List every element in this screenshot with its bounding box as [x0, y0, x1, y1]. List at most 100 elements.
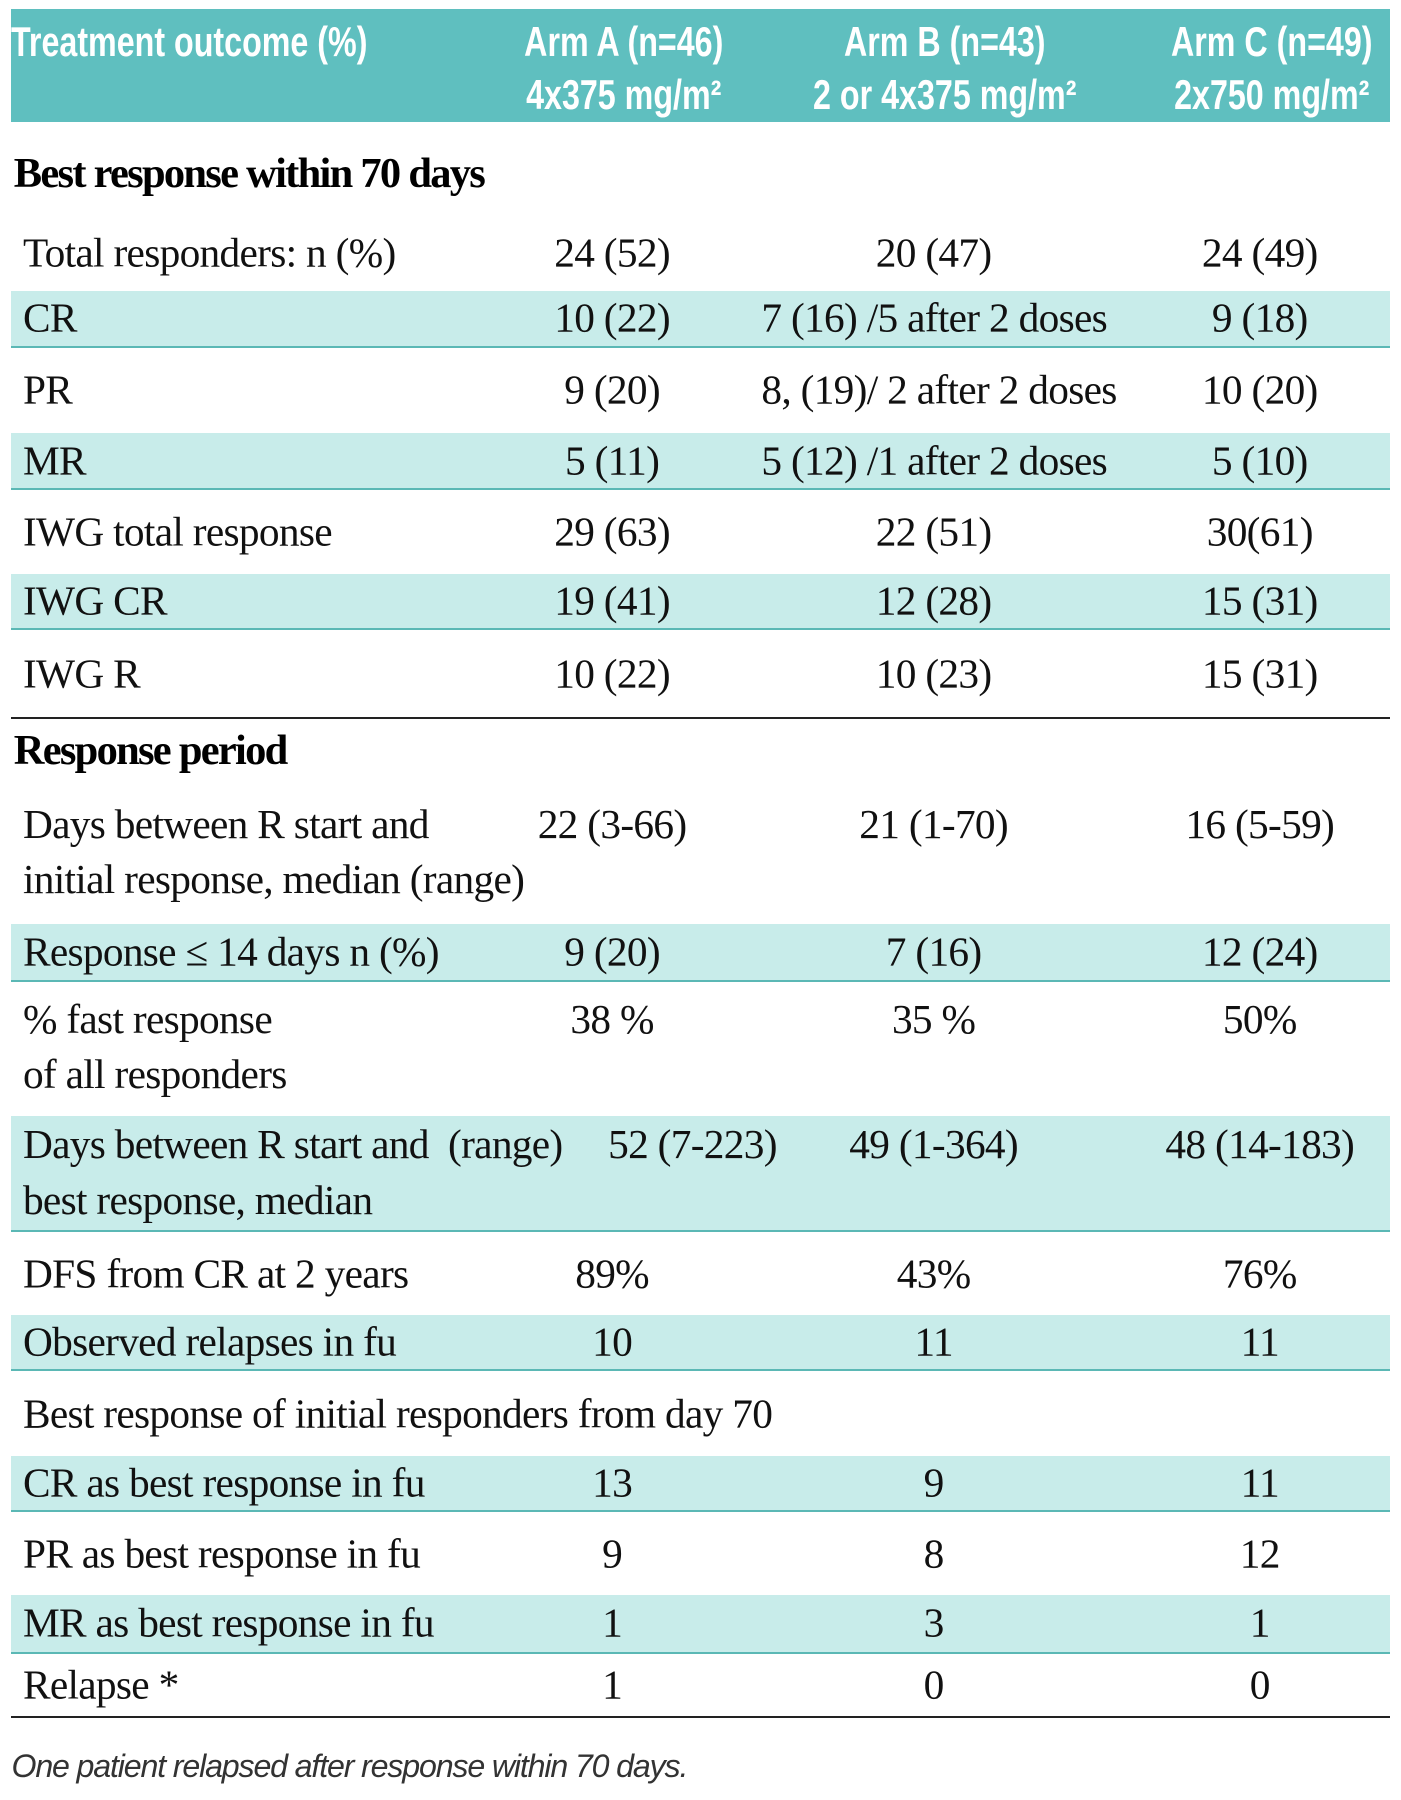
footnote: One patient relapsed after response with… [11, 1747, 688, 1784]
arm-b-value: 20 (47) [875, 229, 992, 276]
table-row: IWG CR 19 (41) 12 (28) 15 (31) [11, 574, 1390, 631]
table-row: Relapse * 1 0 0 [11, 1654, 1389, 1716]
table-row: CR 10 (22) 7 (16) /5 after 2 doses 9 (18) [11, 290, 1390, 348]
table-row: Best response of initial responders from… [11, 1371, 1389, 1456]
arm-b-value: 3 [923, 1599, 945, 1646]
arm-a-value: 22 (3-66) [537, 800, 687, 847]
table-row: CR as best response in fu 13 9 11 [11, 1456, 1390, 1513]
row-label: Best response of initial responders from… [22, 1390, 773, 1437]
row-label: PR as best response in fu [22, 1530, 421, 1577]
arm-b-value: 7 (16) [885, 928, 982, 975]
arm-a-value: 52 (7-223) [608, 1121, 777, 1168]
arm-b-value: 9 [923, 1459, 945, 1506]
row-label: CR [22, 294, 77, 341]
arm-c-value: 9 (18) [1211, 294, 1308, 341]
header-outcome: Treatment outcome (%) [11, 16, 468, 69]
arm-name: Arm B (n=43) [844, 19, 1046, 66]
row-label: DFS from CR at 2 years [22, 1249, 409, 1296]
table-row: Total responders: n (%) 24 (52) 20 (47) 24 … [11, 216, 1389, 291]
row-label: CR as best response in fu [22, 1459, 425, 1506]
arm-a-value: 29 (63) [554, 508, 670, 555]
row-label: Days between R start and (range) best re… [22, 1121, 563, 1223]
arm-b-value: 5 (12) /1 after 2 doses [761, 437, 1108, 484]
arm-a-value: 9 [602, 1530, 623, 1577]
table-row: Observed relapses in fu 10 11 11 [11, 1314, 1390, 1372]
arm-b-value: 43% [896, 1249, 971, 1296]
section-heading-best: Best response within 70 days [13, 150, 486, 198]
table-bottom-rule [11, 1715, 1390, 1718]
row-label: Response ≤ 14 days n (%) [22, 928, 440, 975]
table-row: MR 5 (11) 5 (12) /1 after 2 doses 5 (10) [11, 432, 1390, 491]
table-row: IWG total response 29 (63) 22 (51) 30(61) [11, 490, 1389, 574]
arm-c-value: 48 (14-183) [1165, 1121, 1355, 1168]
arm-a-value: 10 [592, 1318, 633, 1365]
arm-b-value: 7 (16) /5 after 2 doses [761, 294, 1108, 341]
arm-dose: 2x750 mg/m² [1173, 71, 1369, 118]
header-label: Treatment outcome (%) [11, 19, 368, 66]
arm-a-value: 38 % [570, 996, 654, 1043]
arm-c-value: 16 (5-59) [1185, 800, 1335, 847]
arm-c-value: 24 (49) [1201, 229, 1318, 276]
arm-b-value: 12 (28) [875, 577, 992, 624]
header-arm-a: Arm A (n=46) 4x375 mg/m² [440, 16, 807, 122]
row-label: IWG total response [22, 508, 333, 555]
table-row: Response ≤ 14 days n (%) 9 (20) 7 (16) 12 (… [11, 924, 1390, 982]
table-row: PR 9 (20) 8, (19)/ 2 after 2 doses 10 (20) [11, 348, 1389, 433]
header-arm-c: Arm C (n=49) 2x750 mg/m² [1088, 16, 1401, 122]
row-label: Total responders: n (%) [22, 229, 396, 276]
row-label: MR as best response in fu [22, 1599, 435, 1646]
arm-b-value: 22 (51) [875, 508, 992, 555]
row-label: PR [22, 366, 73, 413]
arm-a-value: 10 (22) [554, 294, 670, 341]
arm-name: Arm C (n=49) [1170, 19, 1373, 66]
table-header: Treatment outcome (%) Arm A (n=46) 4x375 … [11, 9, 1390, 122]
arm-dose: 4x375 mg/m² [525, 71, 722, 118]
arm-b-value: 10 (23) [875, 649, 992, 696]
arm-c-value: 30(61) [1206, 508, 1314, 555]
arm-c-value: 11 [1240, 1318, 1280, 1365]
arm-a-value: 1 [602, 1661, 623, 1708]
row-label: Days between R start and initial respons… [22, 800, 525, 903]
arm-a-value: 24 (52) [554, 229, 670, 276]
arm-c-value: 11 [1240, 1459, 1280, 1506]
table-row: Days between R start and (range) best re… [11, 1116, 1390, 1233]
arm-b-value: 21 (1-70) [859, 800, 1008, 847]
arm-c-value: 15 (31) [1201, 649, 1318, 696]
arm-b-value: 0 [923, 1661, 945, 1708]
arm-b-value: 8, (19)/ 2 after 2 doses [761, 366, 1117, 413]
table-row: % fast response of all responders 38 % 35 … [11, 982, 1389, 1116]
arm-a-value: 89% [575, 1249, 649, 1296]
arm-b-value: 49 (1-364) [849, 1121, 1018, 1168]
arm-a-value: 5 (11) [564, 437, 660, 484]
arm-c-value: 76% [1222, 1249, 1297, 1296]
table-row: IWG R 10 (22) 10 (23) 15 (31) [11, 630, 1389, 716]
arm-c-value: 50% [1222, 996, 1297, 1043]
arm-c-value: 0 [1249, 1661, 1271, 1708]
arm-a-value: 19 (41) [554, 577, 670, 624]
arm-a-value: 9 (20) [564, 366, 660, 413]
table-row: MR as best response in fu 1 3 1 [11, 1595, 1390, 1654]
table-row: DFS from CR at 2 years 89% 43% 76% [11, 1232, 1389, 1315]
row-label: IWG CR [22, 577, 168, 624]
row-label: MR [22, 437, 87, 484]
arm-c-value: 12 [1239, 1530, 1281, 1577]
arm-c-value: 1 [1249, 1599, 1271, 1646]
arm-a-value: 13 [592, 1459, 633, 1506]
row-label: % fast response of all responders [22, 996, 287, 1098]
arm-c-value: 10 (20) [1201, 366, 1318, 413]
row-label: Relapse * [22, 1661, 179, 1708]
arm-c-value: 15 (31) [1201, 577, 1318, 624]
arm-b-value: 11 [914, 1318, 953, 1365]
arm-a-value: 1 [602, 1599, 623, 1646]
arm-b-value: 8 [923, 1530, 945, 1577]
arm-name: Arm A (n=46) [523, 19, 724, 66]
arm-a-value: 10 (22) [554, 649, 670, 696]
row-label: IWG R [22, 649, 141, 696]
row-label: Observed relapses in fu [22, 1318, 397, 1365]
arm-dose: 2 or 4x375 mg/m² [813, 71, 1077, 118]
arm-c-value: 5 (10) [1211, 437, 1308, 484]
arm-a-value: 9 (20) [564, 928, 660, 975]
arm-c-value: 12 (24) [1201, 928, 1318, 975]
section-heading-period: Response period [13, 726, 288, 774]
